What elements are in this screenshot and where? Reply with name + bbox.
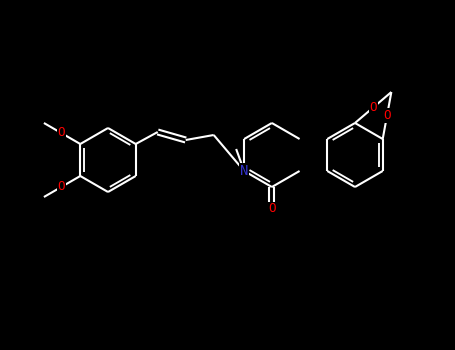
Text: N: N (240, 164, 248, 178)
Text: O: O (57, 181, 65, 194)
Text: O: O (369, 101, 377, 114)
Text: O: O (268, 203, 276, 216)
Text: O: O (383, 109, 391, 122)
Text: O: O (57, 126, 65, 140)
